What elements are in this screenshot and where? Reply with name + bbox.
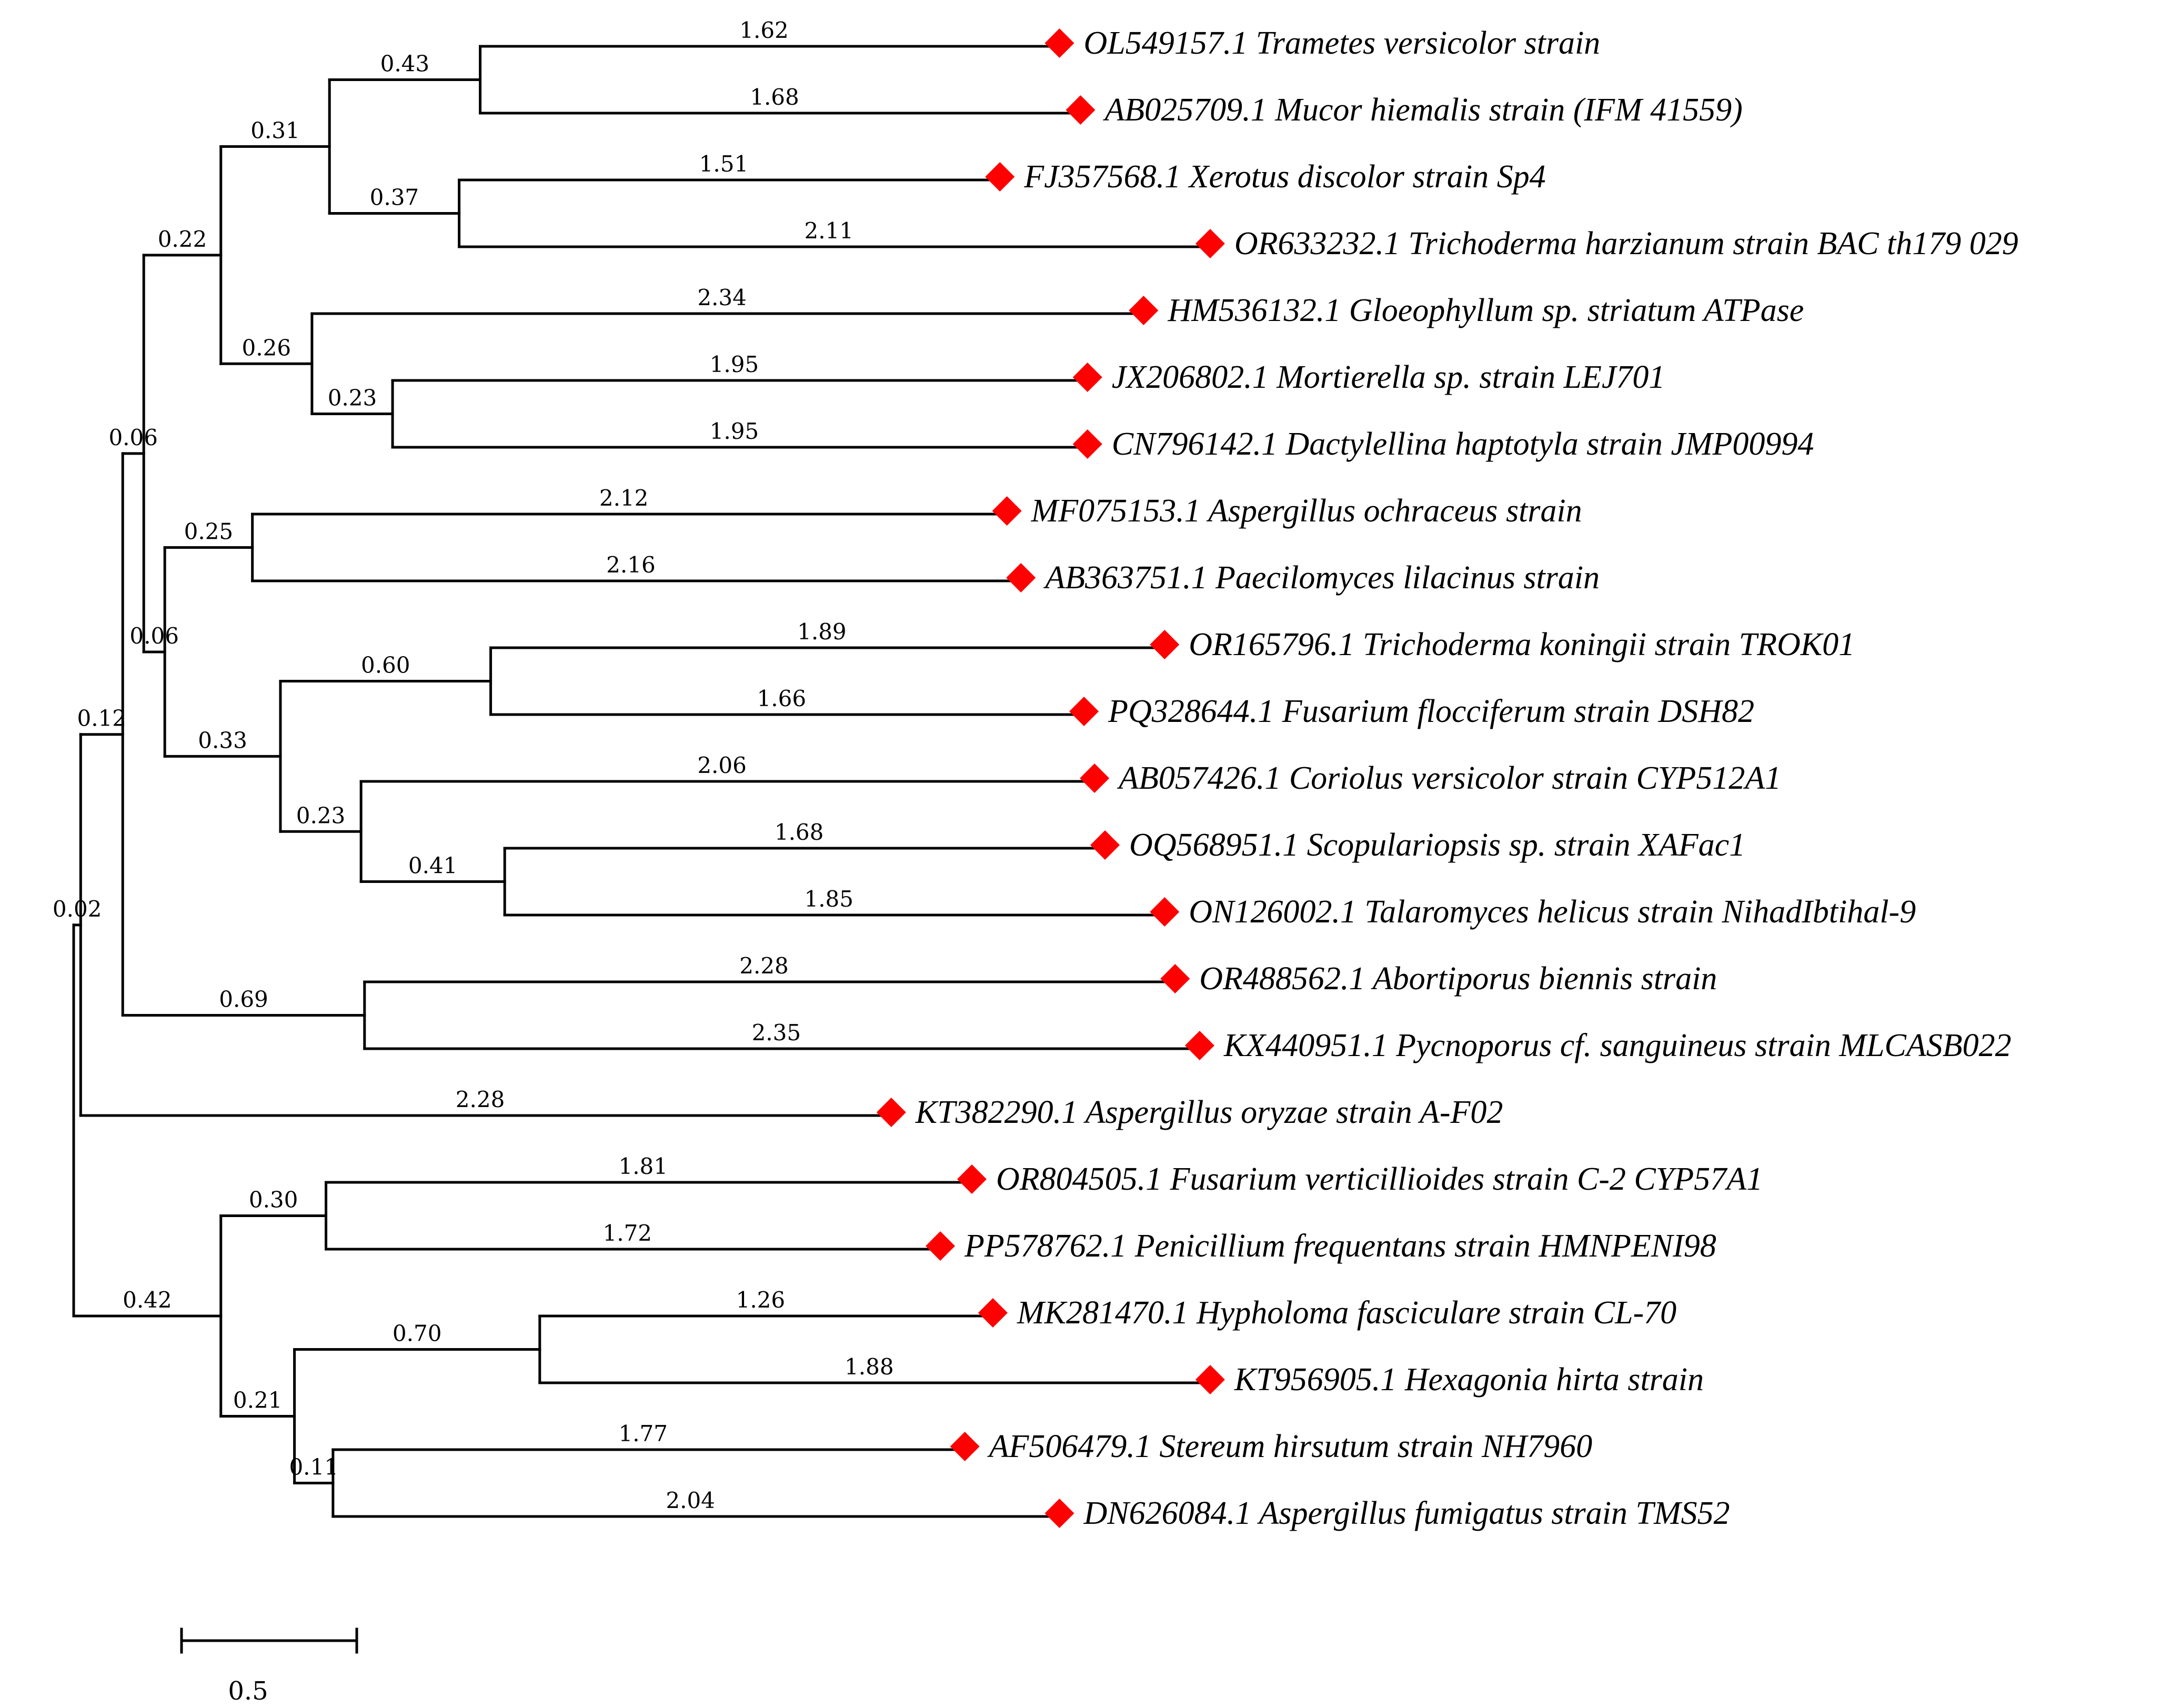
taxon-label: AF506479.1 Stereum hirsutum strain NH796…	[987, 1429, 1592, 1464]
branch-length-label: 0.11	[289, 1454, 338, 1480]
branch-length-label: 1.95	[710, 351, 759, 377]
branch-length-label: 2.12	[599, 485, 649, 511]
taxon-marker-icon	[1150, 630, 1180, 659]
branch-length-label: 0.60	[361, 652, 410, 678]
branch-length-label: 1.51	[699, 151, 749, 177]
taxon-label: FJ357568.1 Xerotus discolor strain Sp4	[1023, 159, 1545, 195]
branch-length-label: 0.42	[123, 1287, 172, 1313]
taxon-label: AB025709.1 Mucor hiemalis strain (IFM 41…	[1102, 92, 1742, 128]
taxon-marker-icon	[978, 1298, 1008, 1328]
branch-length-label: 1.68	[775, 819, 824, 845]
branch-length-label: 1.62	[739, 17, 789, 43]
taxon-label: MK281470.1 Hypholoma fasciculare strain …	[1017, 1295, 1676, 1331]
taxon-marker-icon	[1044, 1499, 1074, 1528]
taxon-label: AB363751.1 Paecilomyces lilacinus strain	[1043, 560, 1600, 596]
taxon-marker-icon	[1090, 830, 1120, 860]
branch-length-label: 0.23	[296, 802, 346, 828]
taxon-label: MF075153.1 Aspergillus ochraceus strain	[1031, 493, 1582, 529]
taxon-marker-icon	[1150, 897, 1180, 927]
branch-length-label: 0.23	[328, 385, 377, 411]
taxon-marker-icon	[1072, 363, 1102, 392]
taxon-label: KX440951.1 Pycnoporus cf. sanguineus str…	[1223, 1028, 2012, 1063]
taxon-label: DN626084.1 Aspergillus fumigatus strain …	[1083, 1495, 1730, 1531]
taxon-marker-icon	[1006, 563, 1036, 592]
branch-length-label: 0.21	[233, 1388, 283, 1413]
taxon-label: OQ568951.1 Scopulariopsis sp. strain XAF…	[1129, 827, 1745, 863]
branch-length-label: 1.85	[804, 886, 853, 912]
taxon-marker-icon	[876, 1098, 906, 1127]
branch-length-label: 0.33	[198, 727, 247, 753]
branch-length-label: 2.16	[606, 552, 656, 578]
branch-length-label: 2.04	[666, 1488, 715, 1513]
taxon-marker-icon	[1072, 429, 1102, 459]
taxon-label: AB057426.1 Coriolus versicolor strain CY…	[1117, 760, 1781, 796]
taxon-marker-icon	[1160, 964, 1190, 993]
branch-length-label: 0.22	[158, 226, 207, 252]
branch-length-label: 1.89	[797, 619, 847, 645]
branch-length-label: 2.28	[739, 953, 789, 979]
taxon-label: HM536132.1 Gloeophyllum sp. striatum ATP…	[1167, 293, 1804, 328]
taxon-label: JX206802.1 Mortierella sp. strain LEJ701	[1112, 359, 1665, 395]
branch-length-label: 1.72	[603, 1220, 652, 1246]
taxon-marker-icon	[1195, 229, 1225, 258]
branch-length-label: 0.12	[77, 706, 127, 731]
taxon-marker-icon	[950, 1432, 980, 1461]
branch-length-label: 0.41	[408, 853, 458, 879]
taxon-marker-icon	[1066, 95, 1096, 125]
branch-length-label: 0.69	[219, 987, 268, 1012]
taxon-label: OR804505.1 Fusarium verticillioides stra…	[996, 1161, 1763, 1197]
taxon-label: CN796142.1 Dactylellina haptotyla strain…	[1112, 426, 1814, 462]
taxon-marker-icon	[926, 1231, 956, 1261]
branch-length-label: 0.25	[184, 519, 234, 545]
taxon-label: KT956905.1 Hexagonia hirta strain	[1234, 1362, 1704, 1398]
taxon-label: OL549157.1 Trametes versicolor strain	[1083, 25, 1600, 61]
tree-branches	[72, 45, 1200, 1518]
branch-length-label: 1.68	[750, 84, 799, 110]
taxon-label: PQ328644.1 Fusarium flocciferum strain D…	[1108, 694, 1754, 729]
taxon-marker-icon	[1129, 296, 1159, 325]
branch-length-label: 2.34	[697, 285, 747, 310]
branch-length-label: 0.02	[53, 896, 102, 922]
taxon-marker-icon	[1184, 1031, 1214, 1060]
branch-length-label: 2.06	[697, 752, 747, 778]
branch-length-label: 1.81	[618, 1153, 668, 1179]
taxon-label: ON126002.1 Talaromyces helicus strain Ni…	[1189, 894, 1916, 930]
taxon-marker-icon	[992, 496, 1022, 526]
branch-length-label: 0.31	[250, 118, 300, 144]
taxon-label: OR165796.1 Trichoderma koningii strain T…	[1189, 627, 1855, 662]
branch-length-label: 2.11	[804, 218, 853, 244]
branch-length-label: 2.28	[456, 1087, 505, 1112]
taxon-label: PP578762.1 Penicillium frequentans strai…	[964, 1228, 1716, 1264]
branch-length-label: 1.77	[618, 1421, 668, 1446]
branch-length-label: 0.06	[108, 425, 158, 450]
branch-length-label: 0.43	[380, 51, 430, 77]
leaf-taxa: OL549157.1 Trametes versicolor strain AB0…	[876, 25, 2018, 1531]
branch-length-label: 2.35	[752, 1020, 801, 1046]
scale-bar: 0.5	[180, 1627, 358, 1706]
taxon-marker-icon	[1080, 763, 1110, 793]
branch-length-label: 1.26	[736, 1287, 786, 1313]
taxon-label: KT382290.1 Aspergillus oryzae strain A-F…	[915, 1094, 1503, 1130]
taxon-marker-icon	[957, 1164, 987, 1194]
taxon-marker-icon	[1044, 28, 1074, 58]
branch-length-label: 1.88	[845, 1354, 894, 1380]
branch-length-label: 0.37	[370, 185, 419, 210]
taxon-marker-icon	[1195, 1365, 1225, 1394]
branch-length-labels: 0.02 0.12 0.06 0.22 0.31 0.43 1.62 1.68 0.37 1.51…	[53, 17, 894, 1513]
scale-bar-label: 0.5	[228, 1676, 268, 1706]
taxon-marker-icon	[985, 162, 1015, 192]
taxon-marker-icon	[1069, 697, 1099, 726]
branch-length-label: 0.30	[249, 1187, 298, 1213]
branch-length-label: 1.95	[710, 418, 759, 444]
branch-length-label: 0.06	[129, 623, 179, 649]
branch-length-label: 0.26	[242, 335, 292, 360]
branch-length-label: 0.70	[393, 1321, 442, 1347]
taxon-label: OR488562.1 Abortiporus biennis strain	[1199, 961, 1717, 997]
taxon-label: OR633232.1 Trichoderma harzianum strain …	[1234, 226, 2018, 262]
branch-length-label: 1.66	[757, 686, 807, 711]
